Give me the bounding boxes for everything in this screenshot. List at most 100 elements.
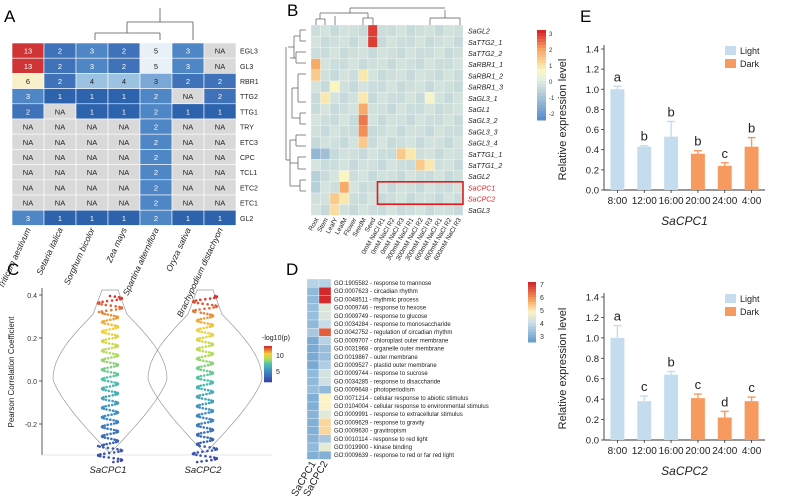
correlation-point xyxy=(102,397,105,401)
expression-cell xyxy=(453,181,464,194)
color-scale-step xyxy=(528,329,536,333)
expression-cell xyxy=(453,125,464,138)
correlation-point xyxy=(105,360,109,364)
correlation-point xyxy=(205,369,209,373)
correlation-point xyxy=(101,388,105,391)
cell-value: 3 xyxy=(154,77,158,86)
expression-cell xyxy=(424,125,435,138)
cell-value: NA xyxy=(23,153,33,162)
correlation-point xyxy=(203,378,206,382)
correlation-point xyxy=(206,322,210,325)
y-tick-label: 0.2 xyxy=(586,165,599,176)
color-scale-step xyxy=(528,287,536,290)
y-tick-label: 0.8 xyxy=(586,354,599,365)
expression-cell xyxy=(310,47,321,59)
expression-cell xyxy=(329,204,340,216)
gene-label: SaGL3 xyxy=(468,208,490,215)
expression-cell xyxy=(405,24,416,37)
cell-value: 2 xyxy=(122,62,126,71)
expression-cell xyxy=(320,148,331,160)
correlation-point xyxy=(118,307,122,311)
correlation-point xyxy=(197,330,201,333)
correlation-point xyxy=(206,316,209,320)
correlation-point xyxy=(197,367,200,371)
expression-cell xyxy=(320,136,331,149)
x-tick-label: 8:00 xyxy=(608,196,628,207)
expression-cell xyxy=(348,24,359,37)
correlation-point xyxy=(210,334,214,338)
color-scale-step xyxy=(528,324,536,328)
cell-value: 1 xyxy=(90,92,94,101)
correlation-point xyxy=(108,394,111,398)
correlation-point xyxy=(103,357,107,361)
correlation-point xyxy=(104,338,108,341)
y-tick-label: -0.2 xyxy=(25,422,37,429)
correlation-point xyxy=(101,446,105,449)
correlation-point xyxy=(98,445,101,448)
correlation-point xyxy=(97,310,101,314)
expression-cell xyxy=(329,192,340,205)
expression-cell xyxy=(329,125,340,138)
correlation-point xyxy=(202,369,206,372)
correlation-point xyxy=(107,413,110,417)
expression-cell xyxy=(367,181,378,194)
expression-cell xyxy=(443,170,454,182)
cell-value: NA xyxy=(55,153,65,162)
expression-cell xyxy=(339,24,350,37)
correlation-point xyxy=(200,387,203,391)
correlation-point xyxy=(215,296,218,299)
enrichment-cell xyxy=(318,393,332,403)
color-scale-step xyxy=(528,332,536,335)
cell-value: NA xyxy=(183,138,193,147)
expression-cell xyxy=(453,92,464,104)
y-tick-label: 0.6 xyxy=(586,125,599,136)
correlation-point xyxy=(204,350,208,354)
correlation-point xyxy=(213,458,217,461)
expression-cell xyxy=(415,69,426,82)
expression-cell xyxy=(396,181,407,194)
correlation-point xyxy=(215,305,218,309)
expression-cell xyxy=(367,114,378,126)
correlation-point xyxy=(199,321,203,324)
go-term-label: GO:0009639 - response to red or far red … xyxy=(334,453,454,459)
cell-value: NA xyxy=(119,138,129,147)
correlation-point xyxy=(102,407,106,411)
correlation-point xyxy=(114,440,118,444)
significance-letter: d xyxy=(721,394,728,409)
bar xyxy=(637,401,652,440)
legend-swatch xyxy=(725,46,736,55)
expression-cell xyxy=(339,92,350,104)
expression-cell xyxy=(453,159,464,171)
correlation-point xyxy=(107,456,110,459)
cell-value: NA xyxy=(87,123,97,132)
correlation-point xyxy=(106,313,109,316)
expression-cell xyxy=(453,103,464,115)
correlation-point xyxy=(102,455,106,459)
correlation-point xyxy=(208,351,211,354)
expression-cell xyxy=(386,47,397,59)
y-tick-label: 0.0 xyxy=(27,379,37,386)
correlation-point xyxy=(199,435,203,438)
expression-cell xyxy=(396,170,407,182)
enrichment-cell xyxy=(306,352,320,362)
expression-cell xyxy=(434,204,445,216)
expression-cell xyxy=(329,114,340,126)
color-scale-step xyxy=(528,334,536,338)
correlation-point xyxy=(112,362,115,365)
correlation-point xyxy=(113,324,116,327)
correlation-point xyxy=(97,302,101,306)
expression-cell xyxy=(386,170,397,182)
correlation-point xyxy=(109,432,112,436)
correlation-point xyxy=(207,401,211,405)
cell-value: 2 xyxy=(154,138,158,147)
correlation-point xyxy=(202,374,206,377)
color-scale-step xyxy=(537,51,546,55)
expression-cell xyxy=(386,103,397,115)
expression-cell xyxy=(424,69,435,82)
color-scale-step xyxy=(537,93,546,97)
cell-value: 2 xyxy=(154,153,158,162)
expression-cell xyxy=(386,24,397,37)
expression-cell xyxy=(310,136,321,149)
expression-cell xyxy=(415,103,426,115)
expression-cell xyxy=(339,136,350,149)
